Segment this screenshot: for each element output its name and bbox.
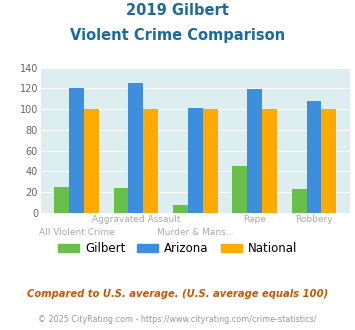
Bar [307, 101, 322, 213]
Bar [233, 166, 247, 213]
Bar [322, 109, 336, 213]
Bar [173, 205, 188, 213]
Bar [292, 189, 307, 213]
Text: Rape: Rape [243, 215, 266, 224]
Text: Murder & Mans...: Murder & Mans... [157, 228, 234, 237]
Text: Aggravated Assault: Aggravated Assault [92, 215, 180, 224]
Bar [129, 83, 143, 213]
Text: All Violent Crime: All Violent Crime [39, 228, 114, 237]
Text: © 2025 CityRating.com - https://www.cityrating.com/crime-statistics/: © 2025 CityRating.com - https://www.city… [38, 315, 317, 324]
Text: Compared to U.S. average. (U.S. average equals 100): Compared to U.S. average. (U.S. average … [27, 289, 328, 299]
Text: 2019 Gilbert: 2019 Gilbert [126, 3, 229, 18]
Text: Violent Crime Comparison: Violent Crime Comparison [70, 28, 285, 43]
Bar [69, 88, 84, 213]
Legend: Gilbert, Arizona, National: Gilbert, Arizona, National [53, 237, 302, 260]
Bar [114, 188, 129, 213]
Bar [203, 109, 218, 213]
Text: Robbery: Robbery [295, 215, 333, 224]
Bar [54, 187, 69, 213]
Bar [247, 89, 262, 213]
Bar [84, 109, 99, 213]
Bar [143, 109, 158, 213]
Bar [262, 109, 277, 213]
Bar [188, 108, 203, 213]
